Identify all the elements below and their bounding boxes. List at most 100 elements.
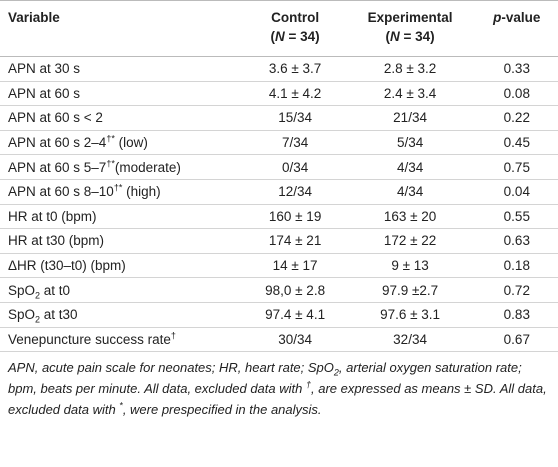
text-segment: APN at 60 s 5–7 bbox=[8, 159, 107, 175]
experimental-value: 32/34 bbox=[344, 327, 476, 353]
table-row: ΔHR (t30–t0) (bpm) 14 ± 17 9 ± 13 0.18 bbox=[0, 253, 558, 279]
table-row: APN at 60 s 4.1 ± 4.2 2.4 ± 3.4 0.08 bbox=[0, 81, 558, 107]
header-n: (N = 34) bbox=[353, 27, 468, 46]
p-value: 0.18 bbox=[475, 253, 558, 279]
control-value: 160 ± 19 bbox=[245, 204, 345, 230]
table-row: HR at t30 (bpm) 174 ± 21 172 ± 22 0.63 bbox=[0, 228, 558, 254]
p-value: 0.22 bbox=[475, 105, 558, 131]
row-label: APN at 30 s bbox=[0, 56, 246, 82]
control-value: 30/34 bbox=[245, 327, 345, 353]
text-segment: SpO bbox=[8, 282, 36, 298]
experimental-value: 97.6 ± 3.1 bbox=[344, 302, 476, 328]
header-row: Variable Control (N = 34) Experimental (N = … bbox=[0, 0, 558, 57]
text-segment: (moderate) bbox=[114, 159, 181, 175]
experimental-value: 4/34 bbox=[344, 179, 476, 205]
experimental-value: 9 ± 13 bbox=[344, 253, 476, 279]
header-n: (N = 34) bbox=[254, 27, 337, 46]
row-label: ΔHR (t30–t0) (bpm) bbox=[0, 253, 246, 279]
p-value: 0.67 bbox=[475, 327, 558, 353]
header-name: Control bbox=[271, 10, 320, 25]
experimental-value: 172 ± 22 bbox=[344, 228, 476, 254]
p-value: 0.55 bbox=[475, 204, 558, 230]
table-row: APN at 60 s < 2 15/34 21/34 0.22 bbox=[0, 105, 558, 131]
text-segment: , arterial oxygen saturation rate; bpm, … bbox=[8, 360, 522, 397]
control-value: 15/34 bbox=[245, 105, 345, 131]
experimental-value: 21/34 bbox=[344, 105, 476, 131]
row-label: APN at 60 s < 2 bbox=[0, 105, 246, 131]
text-segment: APN, acute pain scale for neonates; HR, … bbox=[8, 360, 334, 376]
control-value: 0/34 bbox=[245, 154, 345, 180]
text-segment: (high) bbox=[122, 184, 161, 200]
table-row: APN at 30 s 3.6 ± 3.7 2.8 ± 3.2 0.33 bbox=[0, 56, 558, 82]
text-segment: Venepuncture success rate bbox=[8, 331, 171, 347]
table-row: HR at t0 (bpm) 160 ± 19 163 ± 20 0.55 bbox=[0, 204, 558, 230]
text-segment: 2 bbox=[35, 290, 41, 301]
table-body: APN at 30 s 3.6 ± 3.7 2.8 ± 3.2 0.33 APN at … bbox=[0, 56, 558, 353]
control-value: 4.1 ± 4.2 bbox=[245, 81, 345, 107]
control-value: 3.6 ± 3.7 bbox=[245, 56, 345, 82]
experimental-value: 2.8 ± 3.2 bbox=[344, 56, 476, 82]
row-label: APN at 60 s bbox=[0, 81, 246, 107]
text-segment: N bbox=[275, 29, 285, 44]
text-segment: †* bbox=[113, 182, 123, 193]
text-segment: = 34) bbox=[284, 29, 320, 44]
text-segment: APN at 60 s < 2 bbox=[8, 110, 103, 126]
p-value: 0.75 bbox=[475, 154, 558, 180]
experimental-value: 4/34 bbox=[344, 154, 476, 180]
text-segment: HR at t30 (bpm) bbox=[8, 233, 105, 249]
text-segment: , are expressed as means ± SD. All data,… bbox=[8, 381, 547, 418]
text-segment: 2 bbox=[35, 314, 41, 325]
text-segment: † bbox=[170, 330, 176, 341]
row-label: APN at 60 s 5–7†*(moderate) bbox=[0, 154, 246, 180]
text-segment: APN at 60 s bbox=[8, 85, 81, 101]
text-segment: ( bbox=[270, 29, 276, 44]
text-segment: * bbox=[119, 400, 123, 411]
text-segment: †* bbox=[106, 158, 115, 169]
text-segment: , were prespecified in the analysis. bbox=[122, 402, 322, 418]
table-row: APN at 60 s 8–10†* (high) 12/34 4/34 0.04 bbox=[0, 179, 558, 205]
text-segment: ΔHR (t30–t0) (bpm) bbox=[8, 258, 126, 274]
row-label: HR at t0 (bpm) bbox=[0, 204, 246, 230]
row-label: SpO2 at t30 bbox=[0, 302, 246, 328]
data-table: Variable Control (N = 34) Experimental (N = … bbox=[0, 0, 558, 353]
text-segment: APN at 60 s 8–10 bbox=[8, 184, 114, 200]
p-value: 0.04 bbox=[475, 179, 558, 205]
row-label: HR at t30 (bpm) bbox=[0, 228, 246, 254]
p-value: 0.45 bbox=[475, 130, 558, 156]
row-label: APN at 60 s 2–4†* (low) bbox=[0, 130, 246, 156]
experimental-value: 97.9 ±2.7 bbox=[344, 277, 476, 303]
header-variable: Variable bbox=[0, 0, 246, 57]
text-segment: SpO bbox=[8, 307, 36, 323]
table-row: APN at 60 s 2–4†* (low) 7/34 5/34 0.45 bbox=[0, 130, 558, 156]
header-p: p-value bbox=[475, 0, 558, 57]
control-value: 97.4 ± 4.1 bbox=[245, 302, 345, 328]
text-segment: †* bbox=[106, 133, 115, 144]
control-value: 12/34 bbox=[245, 179, 345, 205]
text-segment: -value bbox=[501, 10, 541, 25]
p-value: 0.63 bbox=[475, 228, 558, 254]
table-row: APN at 60 s 5–7†*(moderate) 0/34 4/34 0.75 bbox=[0, 154, 558, 180]
table-row: SpO2 at t30 97.4 ± 4.1 97.6 ± 3.1 0.83 bbox=[0, 302, 558, 328]
experimental-value: 2.4 ± 3.4 bbox=[344, 81, 476, 107]
control-value: 7/34 bbox=[245, 130, 345, 156]
table-row: SpO2 at t0 98,0 ± 2.8 97.9 ±2.7 0.72 bbox=[0, 277, 558, 303]
text-segment: † bbox=[305, 379, 311, 390]
header-experimental: Experimental (N = 34) bbox=[344, 0, 476, 57]
experimental-value: 5/34 bbox=[344, 130, 476, 156]
experimental-value: 163 ± 20 bbox=[344, 204, 476, 230]
text-segment: (low) bbox=[114, 135, 148, 151]
text-segment: 2 bbox=[333, 367, 339, 378]
control-value: 98,0 ± 2.8 bbox=[245, 277, 345, 303]
text-segment: ( bbox=[385, 29, 391, 44]
p-value: 0.72 bbox=[475, 277, 558, 303]
text-segment: HR at t0 (bpm) bbox=[8, 208, 97, 224]
row-label: Venepuncture success rate† bbox=[0, 327, 246, 353]
p-value: 0.33 bbox=[475, 56, 558, 82]
text-segment: N bbox=[390, 29, 400, 44]
p-value: 0.83 bbox=[475, 302, 558, 328]
control-value: 174 ± 21 bbox=[245, 228, 345, 254]
text-segment: p bbox=[493, 10, 502, 25]
header-control: Control (N = 34) bbox=[245, 0, 345, 57]
header-name: Experimental bbox=[367, 10, 453, 25]
